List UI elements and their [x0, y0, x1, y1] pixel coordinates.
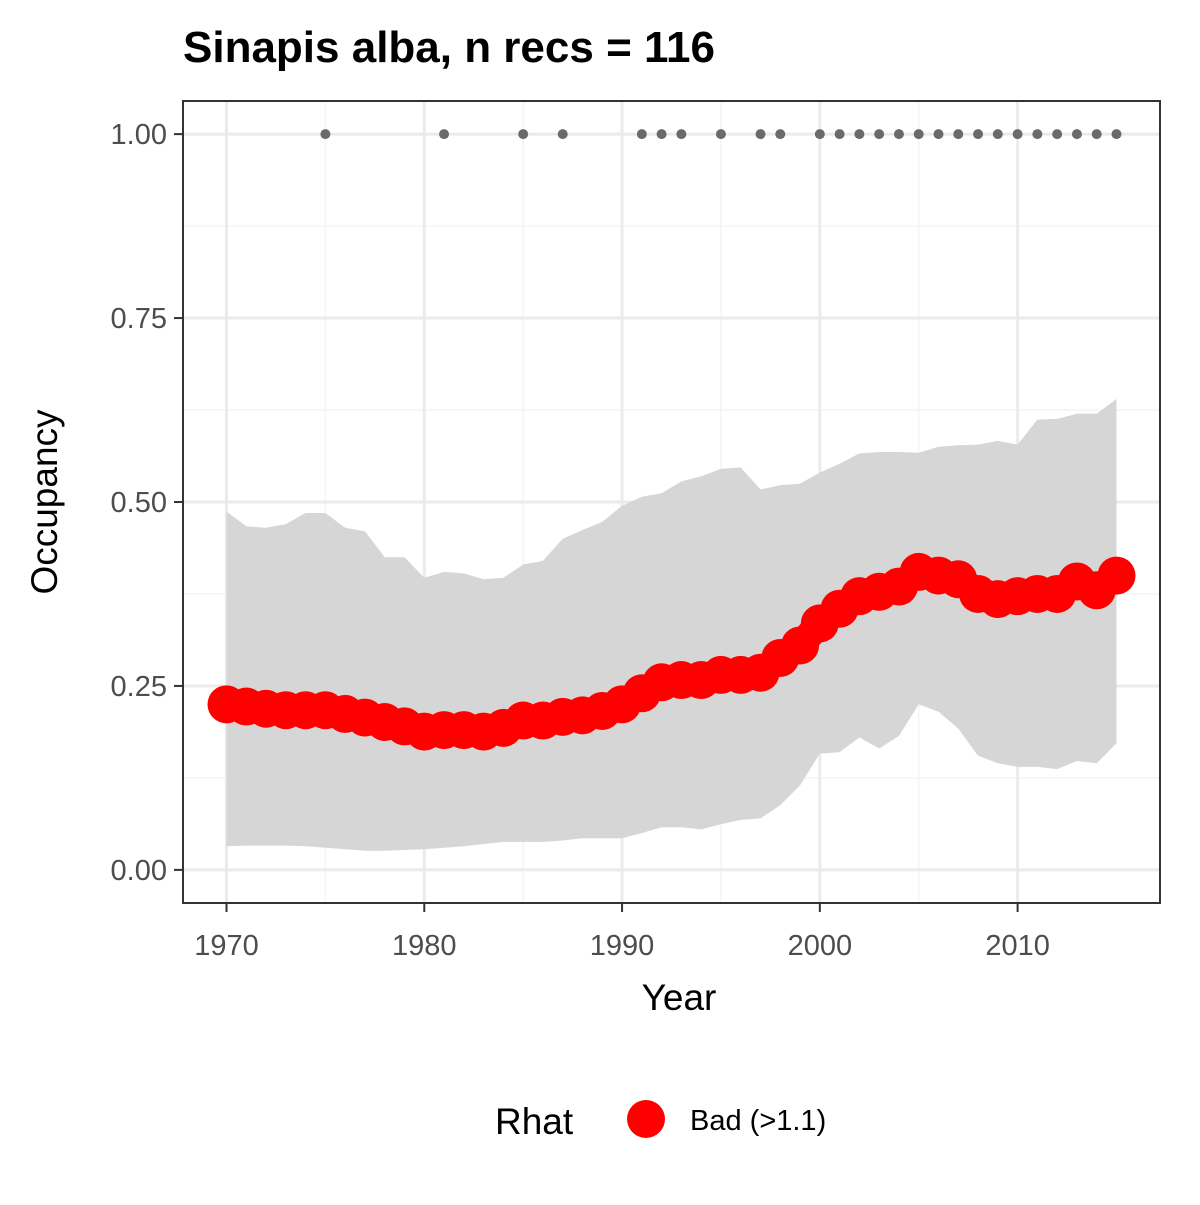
record-point: [557, 129, 568, 140]
x-tick-label: 1970: [194, 930, 259, 962]
y-tick-label: 0.25: [111, 671, 167, 703]
record-point: [1032, 129, 1043, 140]
record-point: [676, 129, 687, 140]
y-tick-label: 1.00: [111, 119, 167, 151]
axis-ticks: 1970 1980 1990 2000 2010 0.00 0.25 0.50 0.75 1.00: [111, 119, 1050, 962]
record-point: [1052, 129, 1063, 140]
occupancy-point: [1097, 556, 1136, 595]
record-point: [1091, 129, 1102, 140]
y-tick-label: 0.75: [111, 303, 167, 335]
record-point: [913, 129, 924, 140]
confidence-ribbon-layer: [226, 399, 1117, 851]
y-axis-title: Occupancy: [24, 409, 65, 595]
y-tick-label: 0.50: [111, 487, 167, 519]
record-point: [636, 129, 647, 140]
chart-title: Sinapis alba, n recs = 116: [183, 23, 715, 72]
x-tick-label: 2010: [985, 930, 1050, 962]
record-point: [1012, 129, 1023, 140]
record-point: [1111, 129, 1122, 140]
occupancy-series-layer: [207, 552, 1136, 751]
record-point: [775, 129, 786, 140]
record-point: [755, 129, 766, 140]
confidence-ribbon: [226, 399, 1117, 851]
record-point: [518, 129, 529, 140]
record-point: [973, 129, 984, 140]
legend-key-bad: [627, 1100, 665, 1138]
record-point: [933, 129, 944, 140]
record-point: [953, 129, 964, 140]
record-point: [893, 129, 904, 140]
x-tick-label: 1990: [590, 930, 655, 962]
legend-label-bad: Bad (>1.1): [690, 1105, 826, 1137]
record-point: [834, 129, 845, 140]
record-point: [992, 129, 1003, 140]
legend-title: Rhat: [495, 1101, 574, 1142]
record-point: [874, 129, 885, 140]
x-axis-title: Year: [642, 977, 717, 1018]
x-tick-label: 1980: [392, 930, 457, 962]
record-points-layer: [320, 129, 1122, 140]
record-point: [656, 129, 667, 140]
record-point: [854, 129, 865, 140]
record-point: [814, 129, 825, 140]
record-point: [715, 129, 726, 140]
record-point: [320, 129, 331, 140]
record-point: [439, 129, 450, 140]
legend: Rhat Bad (>1.1): [495, 1100, 826, 1142]
x-tick-label: 2000: [788, 930, 853, 962]
y-tick-label: 0.00: [111, 855, 167, 887]
record-point: [1071, 129, 1082, 140]
